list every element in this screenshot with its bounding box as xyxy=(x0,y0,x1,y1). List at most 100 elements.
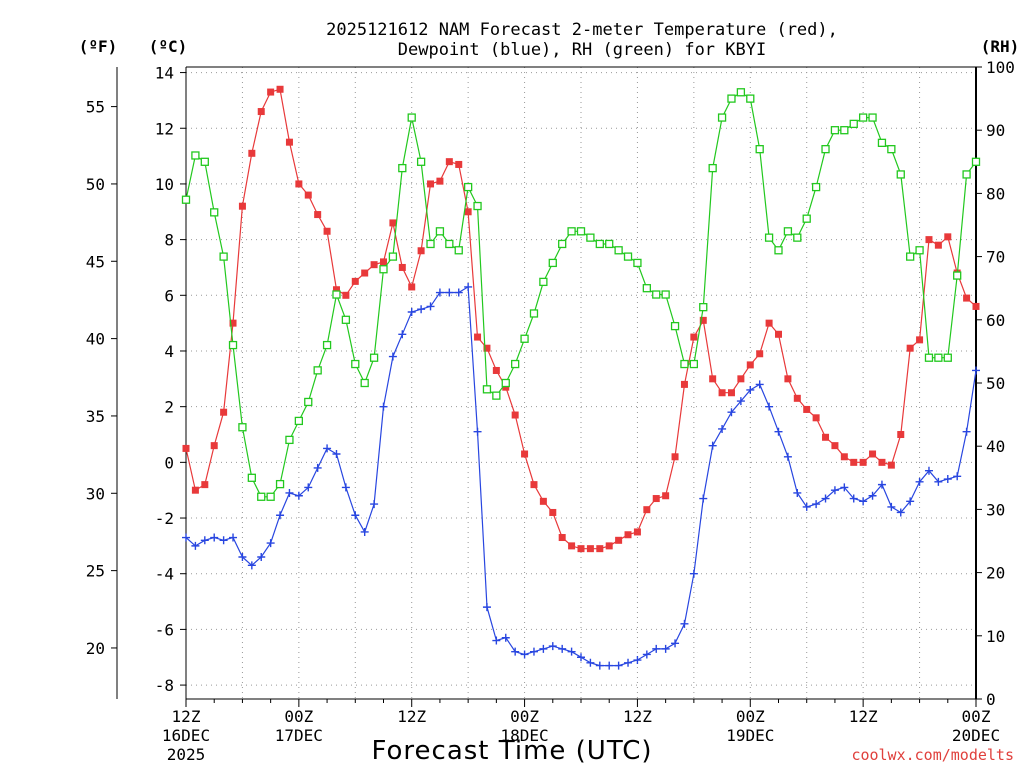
x-tick-label: 20DEC xyxy=(952,726,1000,745)
rh-point xyxy=(558,239,567,249)
rh-point xyxy=(680,359,689,369)
rh-point xyxy=(943,353,952,362)
dewpoint-point xyxy=(708,441,717,450)
dewpoint-point xyxy=(859,497,868,506)
dewpoint-point xyxy=(896,508,905,517)
temperature-point xyxy=(840,453,848,461)
rh-point xyxy=(708,163,717,173)
temperature-point xyxy=(389,219,397,227)
dewpoint-point xyxy=(539,644,548,653)
rh-point xyxy=(887,145,896,154)
temperature-point xyxy=(285,138,293,146)
temperature-point xyxy=(238,202,246,210)
rh-point xyxy=(228,340,238,350)
temperature-point xyxy=(803,405,811,413)
dewpoint-point xyxy=(614,661,623,670)
dewpoint-point xyxy=(341,483,350,492)
temperature-point xyxy=(822,433,830,441)
chart-title-line-2: Dewpoint (blue), RH (green) for KBYI xyxy=(398,40,766,60)
dewpoint-point xyxy=(718,424,727,433)
temperature-point xyxy=(445,158,453,166)
celsius-tick-label: 4 xyxy=(164,342,174,361)
dewpoint-point xyxy=(642,650,651,659)
temperature-point xyxy=(624,531,632,539)
temperature-point xyxy=(464,208,472,216)
dewpoint-point xyxy=(407,308,416,317)
rh-point xyxy=(539,277,548,287)
dewpoint-point xyxy=(605,661,614,670)
rh-point xyxy=(548,258,557,268)
x-tick-label: 12Z xyxy=(172,707,201,726)
temperature-point xyxy=(652,495,660,503)
dewpoint-point xyxy=(454,288,463,297)
rh-point xyxy=(953,271,962,280)
dewpoint-point xyxy=(689,569,698,578)
dewpoint-point xyxy=(652,644,661,653)
dewpoint-point xyxy=(426,302,435,311)
temperature-point xyxy=(295,180,303,188)
temperature-point xyxy=(869,450,877,458)
rh-point xyxy=(699,303,708,312)
temperature-point xyxy=(972,302,980,310)
dewpoint-point xyxy=(200,536,209,545)
temperature-point xyxy=(718,389,726,397)
rh-point xyxy=(379,265,388,274)
dewpoint-point xyxy=(671,639,680,648)
rh-point xyxy=(746,94,755,103)
celsius-tick-label: 12 xyxy=(155,119,174,138)
temperature-point xyxy=(690,333,698,341)
temperature-point xyxy=(267,88,275,96)
celsius-tick-label: -6 xyxy=(155,620,174,639)
temperature-point xyxy=(455,160,463,168)
x-tick-label: 17DEC xyxy=(275,726,323,745)
temperature-point xyxy=(859,458,867,466)
temperature-point xyxy=(427,180,435,188)
temperature-point xyxy=(361,269,369,277)
rh-point xyxy=(219,252,228,261)
rh-point xyxy=(858,113,868,122)
dewpoint-point xyxy=(821,494,830,503)
fahrenheit-tick-label: 50 xyxy=(86,175,105,194)
temperature-point xyxy=(699,316,707,324)
rh-point xyxy=(605,239,614,249)
celsius-tick-label: -4 xyxy=(155,565,174,584)
dewpoint-point xyxy=(887,502,896,511)
axes: 2025303540455055-8-6-4-20246810121401020… xyxy=(86,58,1015,764)
dewpoint-point xyxy=(417,305,426,314)
temperature-point xyxy=(756,350,764,358)
temperature-point xyxy=(633,528,641,536)
dewpoint-point xyxy=(379,402,388,411)
dewpoint-point xyxy=(191,541,200,550)
temperature-point xyxy=(878,458,886,466)
rh-point xyxy=(313,366,322,375)
rh-point xyxy=(332,290,341,299)
temperature-point xyxy=(229,319,237,327)
temperature-point xyxy=(887,461,895,469)
temperature-point xyxy=(474,333,482,341)
rh-point xyxy=(275,479,285,489)
rh-point xyxy=(802,214,811,223)
rh-point xyxy=(351,359,360,369)
rh-point xyxy=(736,88,746,97)
rh-tick-label: 80 xyxy=(986,184,1005,203)
dewpoint-point xyxy=(943,475,952,484)
celsius-tick-label: 8 xyxy=(164,231,174,250)
temperature-point xyxy=(502,383,510,391)
celsius-unit-label: (ºC) xyxy=(149,37,188,56)
rh-point xyxy=(341,315,351,324)
dewpoint-point xyxy=(699,494,708,503)
rh-point xyxy=(896,170,905,179)
rh-point xyxy=(369,353,379,362)
fahrenheit-tick-label: 20 xyxy=(86,639,105,658)
dewpoint-point xyxy=(445,288,454,297)
rh-point xyxy=(388,252,398,261)
dewpoint-point xyxy=(783,452,792,461)
x-axis-title: Forecast Time (UTC) xyxy=(371,736,652,766)
dewpoint-point xyxy=(473,427,482,436)
data-series xyxy=(181,85,981,670)
temperature-point xyxy=(304,191,312,199)
rh-point xyxy=(962,170,971,179)
rh-point xyxy=(238,423,247,432)
x-tick-label: 00Z xyxy=(962,707,991,726)
temperature-point xyxy=(643,506,651,514)
